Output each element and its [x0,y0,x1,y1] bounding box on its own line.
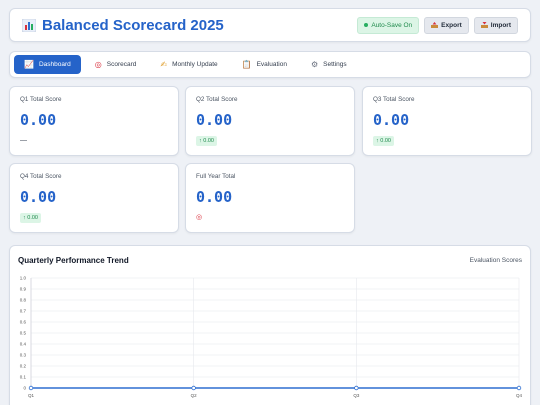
x-tick-label: Q3 [353,393,360,398]
score-value: 0.00 [20,188,57,206]
y-tick-label: 0.2 [20,364,27,369]
y-tick-label: 0.7 [20,309,27,314]
performance-chart-card: Quarterly Performance Trend Evaluation S… [9,245,531,405]
chart-legend-label: Evaluation Scores [469,257,522,264]
chart-icon [22,18,36,32]
score-indicator: — [20,137,27,144]
tab-scorecard[interactable]: ◎ Scorecard [85,55,147,74]
target-icon: ◎ [196,214,203,221]
inbox-tray-icon [480,22,488,28]
tab-label: Monthly Update [172,61,218,68]
y-tick-label: 0.8 [20,298,27,303]
q3-score-card: Q3 Total Score 0.00 ↑ 0.00 [362,86,532,156]
import-label: Import [490,21,511,29]
data-point [516,385,522,391]
export-button[interactable]: Export [424,16,469,34]
tab-label: Dashboard [38,61,71,68]
score-change-badge: ↑ 0.00 [20,213,41,223]
tab-evaluation[interactable]: 📋 Evaluation [232,55,297,74]
x-tick-label: Q4 [516,393,523,398]
y-tick-label: 1.0 [20,276,27,281]
status-dot-icon [364,23,369,27]
score-value: 0.00 [196,111,233,129]
score-label: Q2 Total Score [196,96,238,103]
q2-score-card: Q2 Total Score 0.00 ↑ 0.00 [185,86,355,156]
gear-icon: ⚙ [310,59,319,69]
y-tick-label: 0.1 [20,375,27,380]
y-tick-label: 0.9 [20,287,27,292]
clipboard-icon: 📋 [241,59,252,69]
outbox-tray-icon [431,22,439,28]
score-label: Q4 Total Score [20,173,62,180]
q4-score-card: Q4 Total Score 0.00 ↑ 0.00 [9,163,179,233]
tab-label: Settings [323,61,347,68]
full-year-score-card: Full Year Total 0.00 ◎ [185,163,355,233]
tab-label: Evaluation [256,61,287,68]
x-tick-label: Q1 [28,393,35,398]
y-tick-label: 0 [23,386,26,391]
page-title: Balanced Scorecard 2025 [22,17,224,34]
score-value: 0.00 [373,111,410,129]
score-label: Full Year Total [196,173,236,180]
y-tick-label: 0.6 [20,320,27,325]
header-actions: Auto-Save On Export Import [357,16,518,34]
chart-icon: 📈 [24,59,34,69]
y-tick-label: 0.4 [20,342,27,347]
tab-label: Scorecard [106,61,137,68]
y-tick-label: 0.3 [20,353,27,358]
app-header: Balanced Scorecard 2025 Auto-Save On Exp… [9,8,531,42]
score-change-badge: ↑ 0.00 [373,136,394,146]
data-point [28,385,34,391]
tab-monthly-update[interactable]: ✍ Monthly Update [150,55,227,74]
target-icon: ◎ [94,59,102,69]
export-label: Export [441,21,462,29]
line-chart: 0 0.1 0.2 0.3 0.4 0.5 0.6 0.7 0.8 0.9 1.0 Q1 Q2 Q3 Q4 [20,276,523,399]
app-title: Balanced Scorecard 2025 [42,16,224,34]
tab-settings[interactable]: ⚙ Settings [301,55,357,74]
score-label: Q3 Total Score [373,96,415,103]
autosave-label: Auto-Save On [371,21,413,29]
score-value: 0.00 [196,188,233,206]
y-tick-label: 0.5 [20,331,27,336]
x-tick-label: Q2 [191,393,198,398]
import-button[interactable]: Import [473,16,518,34]
data-point [191,385,196,391]
chart-header: Quarterly Performance Trend Evaluation S… [10,246,530,265]
score-change-badge: ↑ 0.00 [196,136,217,146]
tab-dashboard[interactable]: 📈 Dashboard [14,55,81,74]
q1-score-card: Q1 Total Score 0.00 — [9,86,179,156]
autosave-status-badge: Auto-Save On [357,16,420,34]
main-nav: 📈 Dashboard ◎ Scorecard ✍ Monthly Update… [9,51,531,78]
score-value: 0.00 [20,111,57,129]
chart-title: Quarterly Performance Trend [18,256,129,265]
data-point [354,385,359,391]
writing-hand-icon: ✍ [160,59,168,69]
score-label: Q1 Total Score [20,96,62,103]
